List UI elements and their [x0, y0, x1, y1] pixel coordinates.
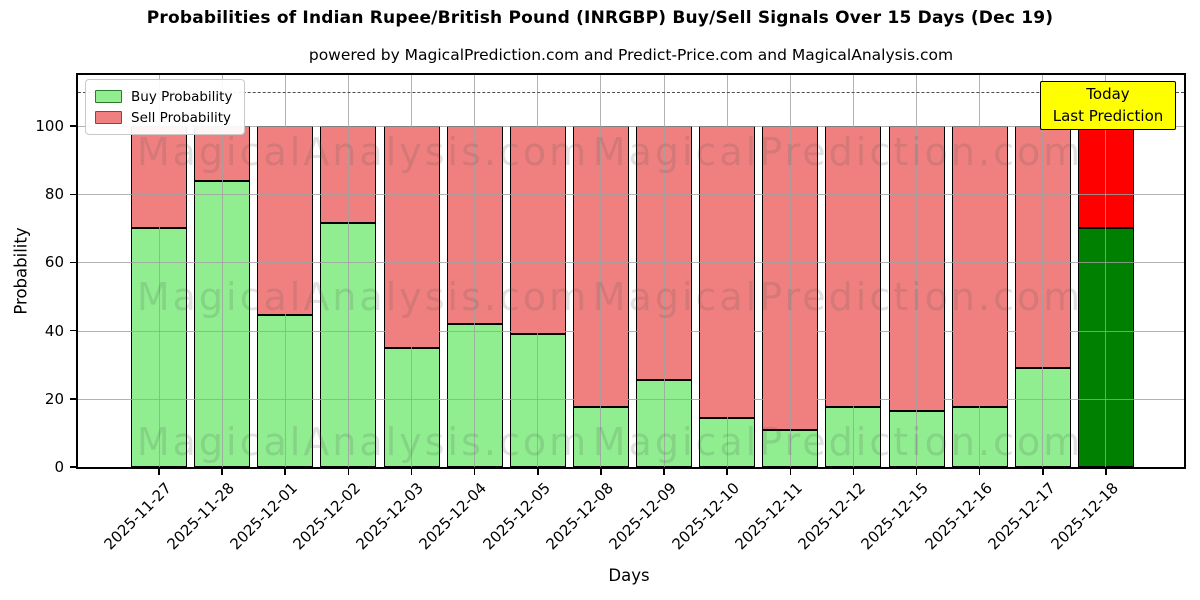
y-tick-mark: [70, 466, 76, 468]
sell-color-swatch: [95, 111, 122, 124]
x-tick-mark: [600, 469, 602, 475]
vgrid-line: [789, 75, 791, 467]
x-tick-mark: [158, 469, 160, 475]
vgrid-line: [284, 75, 286, 467]
buy-color-swatch: [95, 90, 122, 103]
watermark-text: MagicalAnalysis.com: [136, 275, 590, 319]
y-tick-mark: [70, 125, 76, 127]
vgrid-line: [916, 75, 918, 467]
chart-subtitle: powered by MagicalPrediction.com and Pre…: [308, 46, 954, 64]
x-tick-mark: [536, 469, 539, 475]
x-tick-mark: [663, 469, 665, 475]
x-tick-label: 2025-12-08: [542, 479, 617, 554]
x-tick-mark: [284, 469, 287, 475]
vgrid-line: [158, 75, 160, 467]
x-tick-label: 2025-12-15: [857, 479, 933, 554]
x-tick-mark: [726, 469, 728, 475]
hgrid-line: [78, 398, 1184, 400]
x-tick-label: 2025-12-05: [479, 479, 554, 554]
watermark-text: MagicalAnalysis.com: [136, 420, 590, 464]
y-tick-mark: [70, 398, 76, 400]
vgrid-line: [1105, 75, 1107, 467]
x-tick-label: 2025-12-01: [226, 479, 301, 554]
vgrid-line: [411, 75, 413, 467]
x-tick-label: 2025-12-16: [921, 479, 996, 554]
x-tick-mark: [473, 469, 476, 475]
vgrid-line: [1042, 75, 1044, 467]
vgrid-line: [537, 75, 539, 467]
y-tick-label: 20: [44, 389, 64, 408]
y-tick-label: 60: [44, 253, 64, 272]
x-tick-label: 2025-12-11: [731, 479, 807, 554]
y-tick-label: 80: [44, 185, 64, 204]
watermark-text: MagicalAnalysis.com: [136, 130, 590, 174]
watermark-text: MagicalPrediction.com: [592, 420, 1084, 464]
hgrid-line: [78, 126, 1184, 128]
hgrid-line: [78, 262, 1184, 264]
vgrid-line: [221, 75, 223, 467]
y-tick-label: 100: [35, 117, 64, 136]
y-tick-mark: [70, 329, 76, 332]
x-tick-label: 2025-11-27: [100, 479, 175, 554]
hgrid-line: [78, 330, 1184, 332]
watermark-text: MagicalPrediction.com: [592, 275, 1084, 319]
annotation-line2: Last Prediction: [1052, 106, 1164, 125]
vgrid-line: [663, 75, 665, 467]
x-tick-mark: [852, 469, 855, 475]
vgrid-line: [600, 75, 602, 467]
today-annotation: Today Last Prediction: [1040, 81, 1176, 130]
x-tick-mark: [410, 469, 413, 475]
legend: Buy Probability Sell Probability: [85, 79, 246, 135]
x-tick-label: 2025-12-18: [1047, 479, 1122, 554]
vgrid-line: [347, 75, 349, 467]
x-axis-label: Days: [608, 566, 650, 585]
vgrid-line: [852, 75, 854, 467]
legend-item-sell: Sell Probability: [95, 107, 232, 128]
y-tick-label: 40: [44, 321, 64, 340]
legend-item-buy: Buy Probability: [95, 86, 232, 107]
x-tick-label: 2025-11-28: [163, 479, 238, 554]
reference-dashed-line: [78, 92, 1184, 94]
x-tick-mark: [789, 469, 792, 475]
plot-area: MagicalAnalysis.com MagicalPrediction.com…: [76, 73, 1186, 469]
watermark-text: MagicalPrediction.com: [592, 130, 1084, 174]
vgrid-line: [979, 75, 981, 467]
x-tick-label: 2025-12-02: [289, 479, 365, 554]
chart-title: Probabilities of Indian Rupee/British Po…: [146, 8, 1054, 28]
x-tick-label: 2025-12-10: [668, 479, 743, 554]
x-tick-mark: [915, 469, 918, 475]
y-tick-label: 0: [54, 458, 64, 476]
x-tick-mark: [221, 469, 223, 475]
hgrid-line: [78, 194, 1184, 196]
vgrid-line: [726, 75, 728, 467]
x-tick-label: 2025-12-04: [416, 479, 491, 554]
legend-label-buy: Buy Probability: [131, 88, 233, 105]
x-tick-mark: [347, 469, 350, 475]
vgrid-line: [474, 75, 476, 467]
x-tick-mark: [1042, 469, 1044, 475]
legend-label-sell: Sell Probability: [131, 109, 232, 126]
x-tick-label: 2025-12-12: [794, 479, 870, 554]
x-tick-mark: [1105, 469, 1107, 475]
y-tick-mark: [70, 193, 76, 196]
x-tick-label: 2025-12-09: [605, 479, 680, 554]
x-tick-mark: [978, 469, 981, 475]
x-tick-label: 2025-12-03: [352, 479, 428, 554]
y-tick-mark: [70, 261, 76, 264]
annotation-line1: Today: [1086, 85, 1130, 104]
